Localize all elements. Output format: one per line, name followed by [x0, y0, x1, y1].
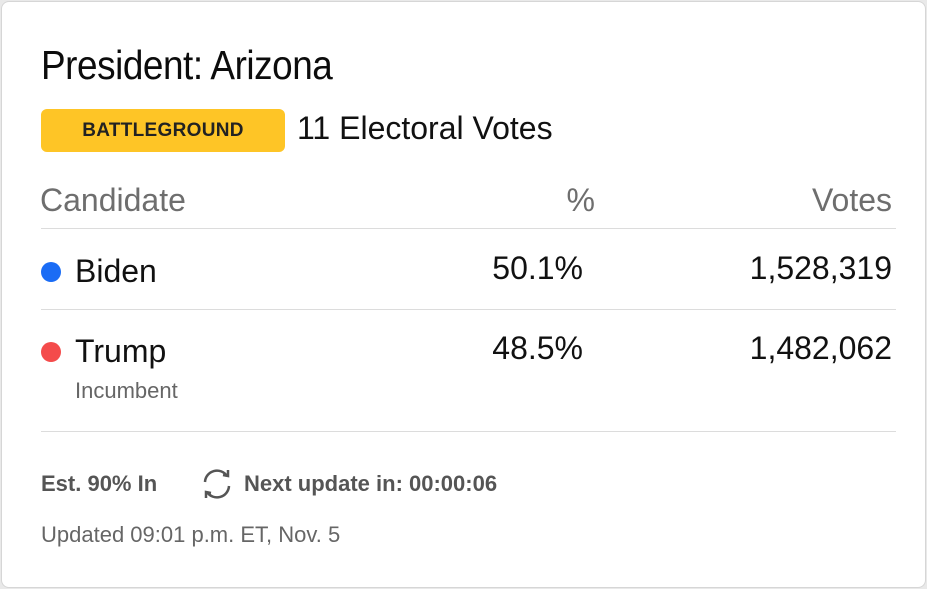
updated-time: Updated 09:01 p.m. ET, Nov. 5: [41, 522, 341, 547]
divider: [41, 431, 896, 432]
title: President: Arizona: [41, 42, 333, 88]
divider: [41, 309, 896, 310]
next-update: Next update in: 00:00:06: [244, 471, 498, 496]
column-header: Candidate: [40, 182, 186, 218]
column-header: %: [566, 182, 595, 218]
candidate-note: Incumbent: [75, 378, 178, 403]
column-header: Votes: [811, 182, 892, 218]
candidate-name: Trump: [75, 333, 167, 369]
candidate-percent: 50.1%: [492, 250, 583, 286]
candidate-name: Biden: [75, 253, 157, 289]
candidate-dot: [41, 262, 61, 282]
candidate-dot: [41, 342, 61, 362]
refresh-icon: [203, 469, 231, 499]
candidate-votes: 1,528,319: [749, 250, 892, 286]
electoral-votes: 11 Electoral Votes: [297, 110, 553, 146]
candidate-percent: 48.5%: [492, 330, 583, 366]
badge: BATTLEGROUND: [41, 109, 285, 152]
divider: [41, 228, 896, 229]
candidate-votes: 1,482,062: [749, 330, 892, 366]
reporting: Est. 90% In: [41, 471, 158, 496]
